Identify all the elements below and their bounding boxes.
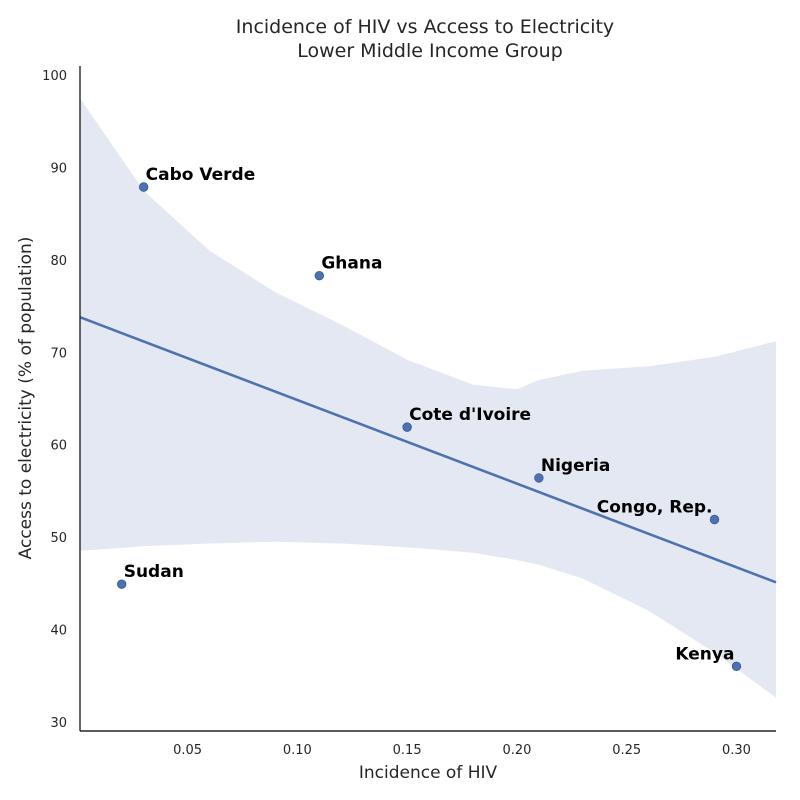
data-point (117, 579, 127, 589)
point-label: Kenya (675, 644, 734, 664)
x-tick-label: 0.30 (722, 743, 751, 758)
x-tick-label: 0.05 (173, 743, 202, 758)
y-tick-label: 90 (50, 162, 67, 177)
y-tick-label: 30 (50, 716, 67, 731)
data-point (314, 270, 325, 281)
y-tick-labels: 30 40 50 60 70 80 90 100 (42, 69, 67, 731)
x-tick-label: 0.20 (502, 743, 531, 758)
x-tick-label: 0.15 (393, 743, 422, 758)
regression-line (79, 316, 777, 584)
data-point (402, 422, 412, 432)
y-axis-label: Access to electricity (% of population) (16, 237, 36, 560)
confidence-band (80, 98, 776, 698)
confidence-band-layer (80, 98, 776, 698)
chart-title: Incidence of HIV vs Access to Electricit… (236, 16, 614, 38)
y-tick-label: 60 (50, 439, 67, 454)
y-tick-label: 70 (50, 346, 67, 361)
point-label: Cabo Verde (146, 165, 256, 185)
y-tick-label: 100 (42, 69, 67, 84)
regression-line-layer (79, 316, 777, 584)
data-point (731, 661, 742, 672)
point-label: Cote d'Ivoire (409, 405, 531, 425)
chart-subtitle: Lower Middle Income Group (297, 40, 563, 62)
x-tick-labels: 0.05 0.10 0.15 0.20 0.25 0.30 (173, 743, 751, 758)
point-labels-layer: Cabo Verde Ghana Cote d'Ivoire Nigeria Congo… (124, 165, 735, 664)
y-tick-label: 50 (50, 531, 67, 546)
data-points-layer (117, 182, 742, 672)
x-axis-label: Incidence of HIV (359, 763, 498, 783)
point-label: Sudan (124, 562, 184, 582)
x-tick-label: 0.10 (283, 743, 312, 758)
point-label: Nigeria (541, 456, 610, 476)
x-tick-label: 0.25 (612, 743, 641, 758)
y-tick-label: 40 (50, 623, 67, 638)
data-point (138, 182, 149, 192)
point-label: Congo, Rep. (597, 497, 713, 517)
data-point (534, 473, 544, 483)
y-tick-label: 80 (50, 254, 67, 269)
point-label: Ghana (321, 254, 382, 274)
data-point (709, 514, 720, 525)
